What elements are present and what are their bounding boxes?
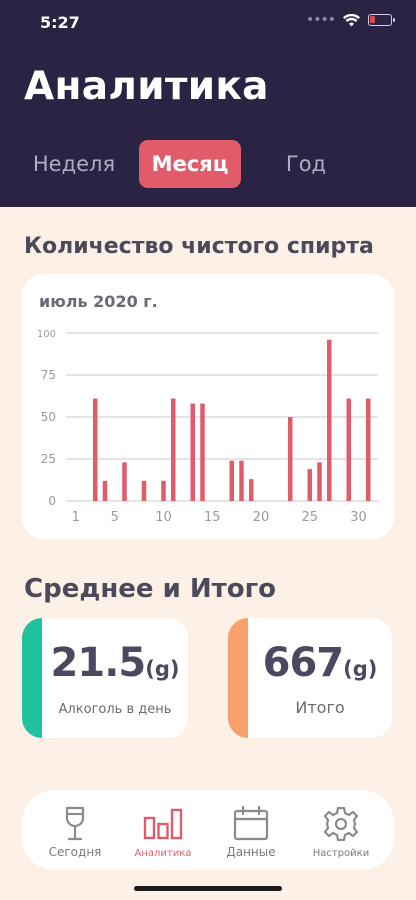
y-tick-label: 50 [41,410,56,424]
tab-month[interactable]: Месяц [139,140,241,188]
total-card: 667(g) Итого [228,618,392,738]
x-tick-label: 30 [350,510,367,525]
nav-analytics-label: Аналитика [134,848,192,859]
chart-bar [249,479,254,501]
y-tick-label: 0 [48,494,56,508]
tab-year[interactable]: Год [285,152,327,176]
x-tick-label: 1 [72,510,80,525]
chart-card: июль 2020 г. 0 25 50 75 100 1 5 10 15 20 25 30 [22,274,394,539]
chart-bar [141,480,147,501]
total-value: 667(g) [248,640,392,686]
signal-icon: •••• [305,12,336,28]
chart-bar [317,462,322,501]
x-tick-label: 10 [155,510,172,525]
total-unit: (g) [343,657,378,681]
gear-icon [323,806,359,842]
total-accent-bar [228,618,248,738]
nav-analytics[interactable]: Аналитика [120,790,206,870]
average-accent-bar [22,618,42,738]
chart-bar [122,462,127,501]
x-tick-label: 15 [204,510,221,525]
x-tick-label: 5 [111,510,119,525]
bottom-navigation: Сегодня Аналитика Данные Настройки [22,790,394,870]
average-label: Алкоголь в день [58,702,172,717]
nav-data-label: Данные [226,845,276,859]
tab-week[interactable]: Неделя [32,152,116,176]
average-unit: (g) [145,657,180,681]
nav-today-label: Сегодня [48,845,102,859]
battery-icon [368,14,395,26]
chart-bar [93,398,98,501]
status-icons: •••• [305,12,395,28]
calendar-icon [233,805,269,841]
chart-bar [229,460,234,501]
wine-glass-icon [65,806,85,841]
total-label: Итого [295,698,345,717]
chart-bar [200,403,205,501]
chart-bar [161,480,166,501]
chart-bar [288,417,293,501]
summary-section-title: Среднее и Итого [24,574,277,604]
chart-subtitle: июль 2020 г. [39,292,158,311]
chart-bar [171,398,176,501]
average-value: 21.5(g) [42,640,188,686]
page-title: Аналитика [24,64,269,109]
home-indicator [134,886,282,891]
average-number: 21.5 [50,640,147,686]
alcohol-section-title: Количество чистого спирта [24,234,374,259]
x-tick-label: 25 [301,510,318,525]
nav-settings[interactable]: Настройки [296,790,386,870]
nav-today[interactable]: Сегодня [32,790,118,870]
chart-bar [366,398,371,501]
y-tick-label: 75 [41,368,56,382]
bar-chart-icon [143,808,183,840]
nav-settings-label: Настройки [312,848,370,859]
chart-bar [327,339,332,501]
period-tabs: Неделя Месяц Год [0,140,416,188]
chart-bar [239,460,244,501]
wifi-icon [343,13,360,26]
chart-bar [190,403,195,501]
app-header: 5:27 •••• Аналитика Неделя Месяц Год [0,0,416,207]
y-tick-label: 100 [37,329,56,340]
chart-bar [102,480,108,501]
y-tick-label: 25 [41,452,56,466]
total-number: 667 [262,640,344,686]
status-time: 5:27 [40,13,80,32]
nav-data[interactable]: Данные [208,790,294,870]
x-tick-label: 20 [253,510,270,525]
chart-bar [346,398,351,501]
average-card: 21.5(g) Алкоголь в день [22,618,188,738]
chart-bar [307,469,312,501]
